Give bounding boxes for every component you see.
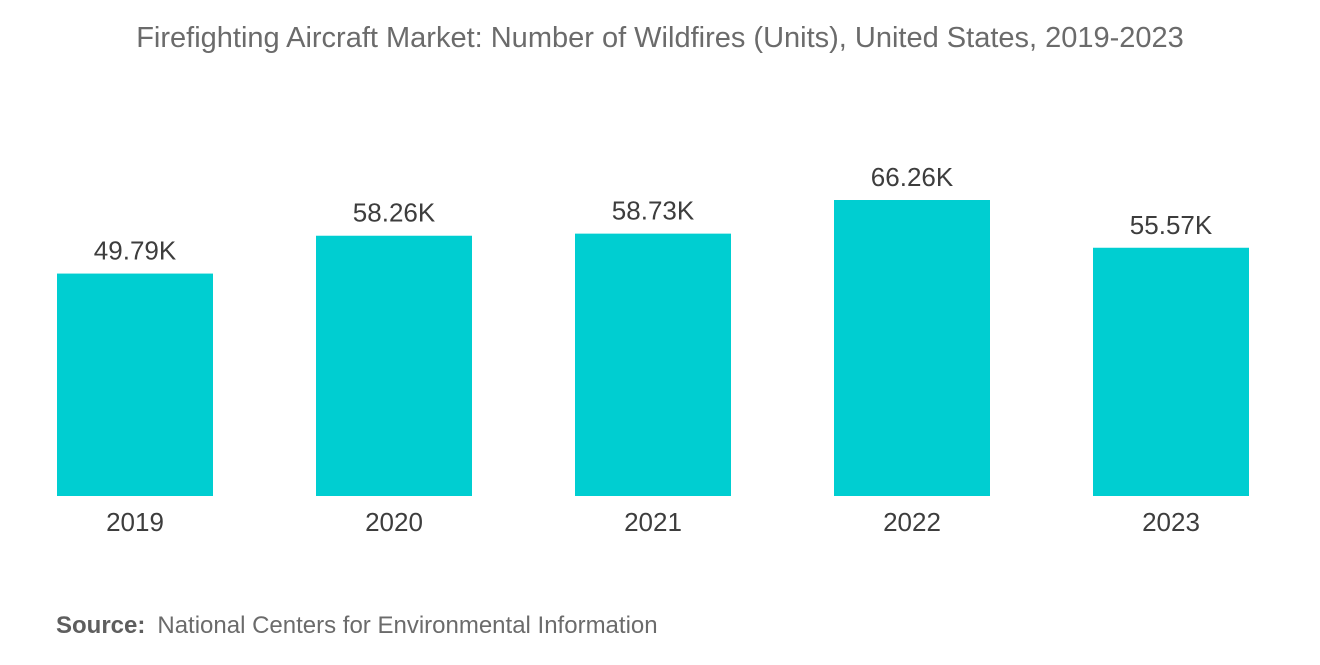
x-tick-label-2020: 2020	[365, 507, 423, 537]
x-tick-label-2022: 2022	[883, 507, 941, 537]
data-label-2019: 49.79K	[94, 236, 177, 266]
data-label-2023: 55.57K	[1130, 210, 1213, 240]
chart-title: Firefighting Aircraft Market: Number of …	[136, 22, 1184, 54]
bar-2020	[316, 235, 472, 496]
data-label-2021: 58.73K	[612, 196, 695, 226]
bar-2019	[57, 273, 213, 496]
source-note: Source: National Centers for Environmenta…	[56, 612, 658, 640]
x-tick-label-2019: 2019	[106, 507, 164, 537]
data-label-2022: 66.26K	[871, 162, 954, 192]
bar-2021	[575, 233, 731, 496]
bar-2022	[834, 200, 990, 496]
bar-2023	[1093, 247, 1249, 496]
data-label-2020: 58.26K	[353, 198, 436, 228]
source-label: Source:	[56, 612, 146, 639]
bar-chart: 49.79K 2019 58.26K 2020 58.73K 2021 66.26K 2022…	[57, 162, 1249, 537]
source-text: National Centers for Environmental Infor…	[157, 612, 658, 639]
x-tick-label-2023: 2023	[1142, 507, 1200, 537]
x-tick-label-2021: 2021	[624, 507, 682, 537]
